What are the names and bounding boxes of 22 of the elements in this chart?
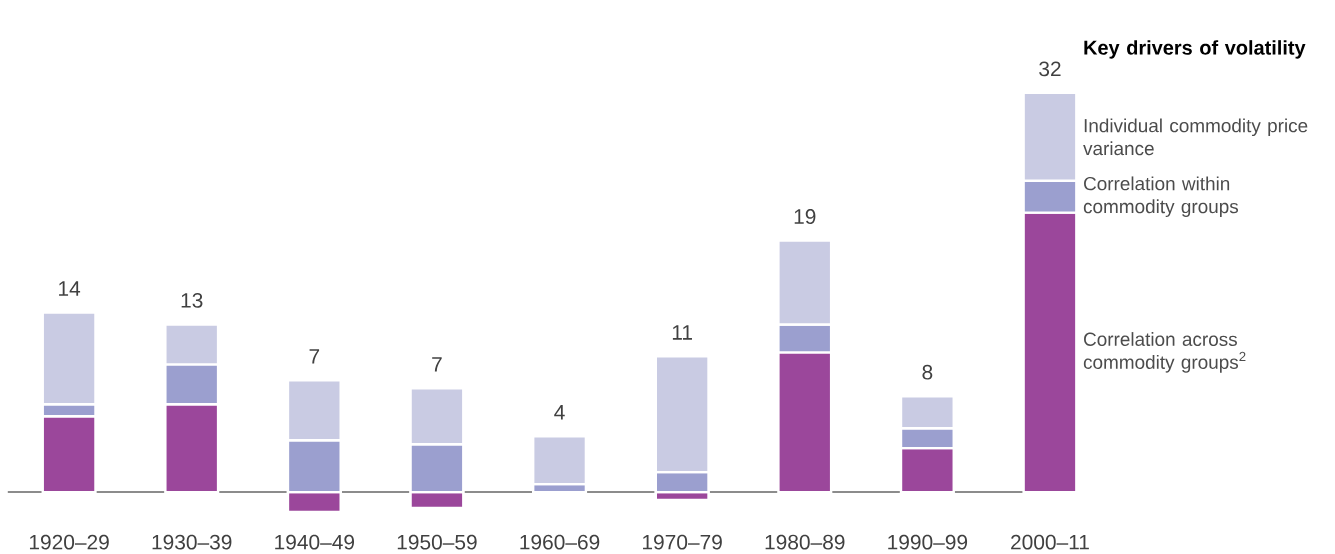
series-label: Correlation across commodity groups$^{2}$ <box>1083 332 1246 373</box>
x-tick-label: 2000–11 <box>1011 534 1089 550</box>
annotation: 7 <box>309 349 320 364</box>
annotation: 8 <box>922 364 933 380</box>
annotation: 11 <box>672 325 692 340</box>
legend-title: Key drivers of volatility <box>1084 40 1306 59</box>
series-label: Individual commodity price variance <box>1083 118 1308 156</box>
x-tick-label: 1950–59 <box>397 534 477 550</box>
x-tick-label: 1960–69 <box>520 534 600 550</box>
annotation: 13 <box>181 292 203 308</box>
annotation: 32 <box>1039 61 1061 77</box>
annotation: 19 <box>794 209 816 224</box>
annotation: 4 <box>554 405 565 420</box>
x-tick-label: 1970–79 <box>643 534 722 550</box>
x-tick-label: 1920–29 <box>29 534 109 550</box>
x-tick-label: 1930–39 <box>152 534 232 550</box>
series-label: Correlation within commodity groups <box>1083 176 1239 217</box>
x-tick-label: 1980–89 <box>765 534 845 550</box>
annotation: 14 <box>59 281 81 296</box>
x-tick-label: 1990–99 <box>888 534 968 550</box>
x-tick-label: 1940–49 <box>275 534 355 550</box>
annotation: 7 <box>432 357 442 372</box>
